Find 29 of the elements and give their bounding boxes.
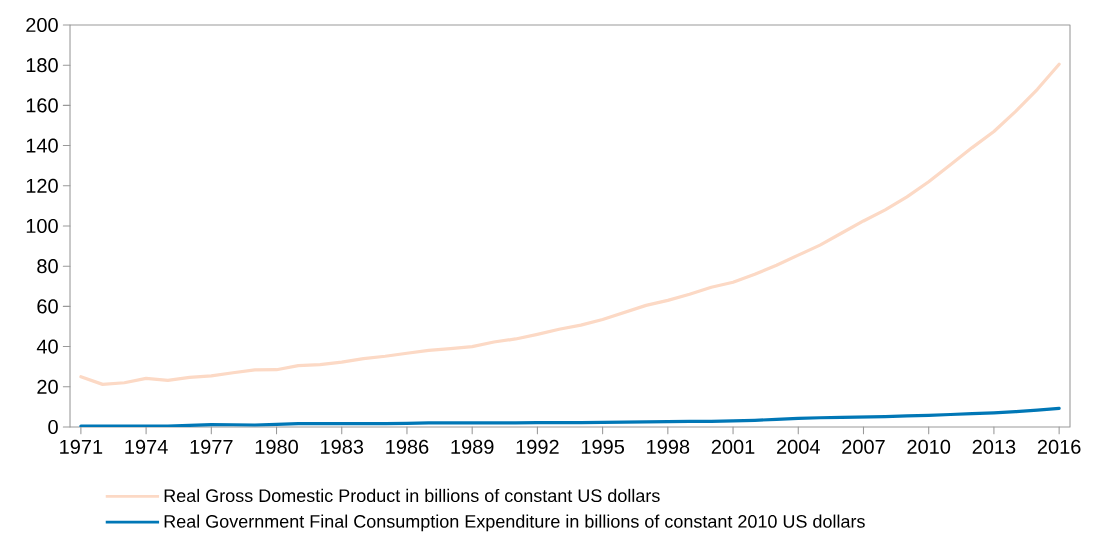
- y-tick-label: 160: [26, 98, 58, 113]
- y-tick-label: 140: [26, 138, 58, 153]
- x-tick-label: 1977: [190, 439, 233, 454]
- x-tick-label: 2013: [972, 439, 1016, 454]
- x-tick-label: 1986: [386, 439, 429, 454]
- x-tick-label: 1971: [60, 439, 103, 454]
- x-tick-label: 2001: [711, 439, 755, 454]
- legend-label: Real Government Final Consumption Expenditure in billions of constant 2010 US dollars: [164, 514, 865, 532]
- y-tick-label: 80: [37, 259, 58, 274]
- y-tick-label: 100: [26, 218, 58, 234]
- x-tick-label: 2004: [777, 439, 820, 454]
- y-tick-label: 40: [36, 339, 58, 354]
- x-tick-label: 1989: [451, 439, 494, 454]
- x-tick-label: 1995: [581, 439, 625, 454]
- x-tick-label: 2016: [1037, 439, 1081, 454]
- y-tick-label: 120: [26, 178, 58, 193]
- x-tick-label: 2010: [907, 439, 951, 454]
- x-tick-label: 1983: [321, 439, 364, 454]
- x-tick-label: 2007: [842, 439, 885, 454]
- y-tick-label: 0: [48, 419, 58, 435]
- legend-label: Real Gross Domestic Product in billions of constant US dollars: [164, 488, 660, 503]
- x-tick-label: 1974: [125, 439, 168, 454]
- y-tick-label: 60: [37, 299, 58, 314]
- y-tick-label: 180: [26, 58, 58, 73]
- x-tick-label: 1998: [647, 439, 690, 454]
- y-tick-label: 20: [37, 379, 58, 394]
- y-tick-label: 200: [26, 17, 58, 33]
- x-tick-label: 1992: [516, 439, 559, 454]
- x-tick-label: 1980: [255, 439, 298, 454]
